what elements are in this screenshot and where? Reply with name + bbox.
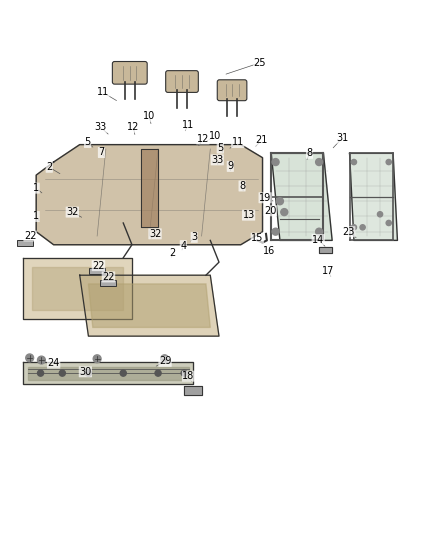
Circle shape xyxy=(386,220,391,225)
Text: 33: 33 xyxy=(95,122,107,132)
Circle shape xyxy=(155,370,161,376)
Circle shape xyxy=(360,225,365,230)
FancyBboxPatch shape xyxy=(166,71,198,92)
Text: 10: 10 xyxy=(143,111,155,122)
Text: 23: 23 xyxy=(343,227,355,237)
Text: 2: 2 xyxy=(170,248,176,259)
Text: 1: 1 xyxy=(33,212,39,221)
Text: 14: 14 xyxy=(312,235,325,245)
Circle shape xyxy=(316,228,322,235)
Circle shape xyxy=(351,159,357,165)
Text: 12: 12 xyxy=(127,122,139,132)
Text: 24: 24 xyxy=(47,358,60,368)
Circle shape xyxy=(281,208,288,215)
Polygon shape xyxy=(23,258,132,319)
Circle shape xyxy=(378,212,383,217)
Text: 5: 5 xyxy=(217,143,223,153)
Text: 33: 33 xyxy=(211,155,223,165)
Circle shape xyxy=(38,370,44,376)
Text: 31: 31 xyxy=(336,133,348,143)
Circle shape xyxy=(351,225,357,230)
Text: 12: 12 xyxy=(197,134,209,144)
Circle shape xyxy=(120,370,126,376)
Text: 29: 29 xyxy=(159,357,171,366)
Text: 22: 22 xyxy=(92,261,105,271)
Circle shape xyxy=(93,355,101,362)
Text: 17: 17 xyxy=(321,266,334,276)
Text: 11: 11 xyxy=(97,87,109,98)
Polygon shape xyxy=(350,154,397,240)
Text: 15: 15 xyxy=(251,233,264,243)
Polygon shape xyxy=(80,275,219,336)
Circle shape xyxy=(26,354,34,362)
Text: 25: 25 xyxy=(254,58,266,68)
Text: 11: 11 xyxy=(181,120,194,130)
Text: 1: 1 xyxy=(33,183,39,193)
Circle shape xyxy=(85,370,92,376)
Bar xyxy=(100,280,116,286)
Circle shape xyxy=(272,158,279,166)
Circle shape xyxy=(386,159,391,165)
Polygon shape xyxy=(23,362,193,384)
Polygon shape xyxy=(36,144,262,245)
Text: 21: 21 xyxy=(255,135,268,146)
Polygon shape xyxy=(28,367,188,379)
Circle shape xyxy=(161,355,169,362)
Text: 16: 16 xyxy=(263,246,276,256)
Text: 5: 5 xyxy=(85,138,91,148)
Text: 20: 20 xyxy=(264,206,276,216)
Text: 8: 8 xyxy=(307,148,313,158)
Circle shape xyxy=(316,158,322,166)
Text: 3: 3 xyxy=(191,232,197,243)
Circle shape xyxy=(272,228,279,235)
Circle shape xyxy=(181,370,187,376)
FancyBboxPatch shape xyxy=(113,61,147,84)
Bar xyxy=(89,268,105,274)
Text: 32: 32 xyxy=(149,229,161,239)
Polygon shape xyxy=(184,386,201,395)
FancyBboxPatch shape xyxy=(217,80,247,101)
Circle shape xyxy=(59,370,65,376)
Text: 9: 9 xyxy=(227,161,233,172)
Text: 2: 2 xyxy=(46,162,53,172)
Polygon shape xyxy=(319,247,332,254)
Text: 22: 22 xyxy=(102,272,115,282)
Circle shape xyxy=(276,198,283,205)
Text: 22: 22 xyxy=(24,231,36,241)
Polygon shape xyxy=(32,266,123,310)
Circle shape xyxy=(38,356,46,364)
Bar xyxy=(18,239,33,246)
Polygon shape xyxy=(141,149,158,228)
Text: 19: 19 xyxy=(259,193,271,203)
Text: 18: 18 xyxy=(182,371,194,381)
Text: 32: 32 xyxy=(66,207,78,217)
Text: 10: 10 xyxy=(208,131,221,141)
Text: 13: 13 xyxy=(243,210,255,220)
Text: 8: 8 xyxy=(239,181,245,191)
Polygon shape xyxy=(271,154,332,240)
Text: 4: 4 xyxy=(180,240,187,251)
Text: 11: 11 xyxy=(232,138,244,148)
Text: 7: 7 xyxy=(99,148,105,157)
Text: 30: 30 xyxy=(79,367,92,377)
Polygon shape xyxy=(88,284,210,327)
